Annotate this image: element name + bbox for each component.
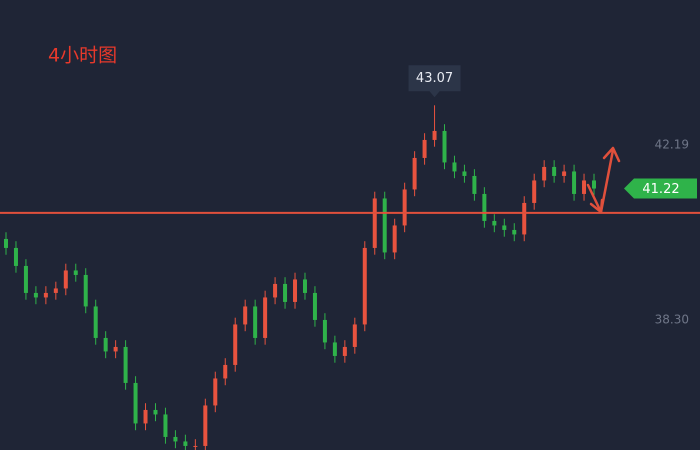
candle-body: [283, 283, 288, 302]
candle-body: [382, 198, 387, 253]
candle-body: [13, 247, 18, 266]
candle-body: [183, 441, 188, 446]
candle-body: [302, 279, 307, 293]
candle-body: [542, 166, 547, 181]
last-price-label: 41.22: [642, 182, 679, 197]
candle-body: [572, 171, 577, 194]
chart-title: 4小时图: [48, 45, 117, 67]
candle-body: [432, 130, 437, 140]
candle-body: [163, 414, 168, 437]
candle-body: [322, 319, 327, 343]
candle-body: [592, 180, 596, 189]
candle-body: [4, 238, 8, 248]
candle-body: [402, 189, 407, 226]
last-price-tag: [624, 178, 697, 199]
candle-body: [492, 220, 497, 226]
candle-body: [123, 346, 128, 383]
candle-body: [372, 198, 377, 248]
candle-body: [582, 180, 587, 194]
candle-body: [392, 225, 397, 253]
candle-body: [173, 436, 178, 442]
candle-body: [113, 346, 118, 352]
drawn-arrows: [586, 146, 621, 214]
candles: [4, 105, 596, 450]
y-tick-label: 38.30: [655, 312, 689, 326]
high-label: 43.07: [416, 71, 453, 86]
candle-body: [143, 409, 148, 424]
candle-body: [472, 175, 477, 194]
candle-body: [263, 297, 268, 338]
candle-body: [33, 292, 38, 298]
candle-body: [63, 270, 68, 289]
candle-body: [482, 193, 487, 221]
candle-body: [73, 270, 78, 275]
candle-body: [522, 202, 527, 235]
candle-body: [133, 382, 138, 424]
candle-body: [83, 274, 88, 307]
candle-body: [312, 292, 317, 320]
candle-body: [193, 445, 198, 447]
candle-body: [462, 171, 467, 176]
arrow-path: [586, 148, 615, 214]
candle-body: [502, 225, 507, 230]
candle-body: [452, 162, 457, 172]
candle-body: [442, 130, 447, 163]
candle-body: [213, 378, 218, 406]
candle-body: [43, 292, 48, 298]
candle-body: [352, 324, 357, 347]
arrow-head: [602, 146, 621, 163]
high-callout: [408, 65, 461, 98]
candle-body: [422, 139, 427, 158]
candle-body: [273, 283, 278, 298]
candle-body: [203, 405, 208, 446]
candle-body: [552, 166, 557, 176]
candle-body: [103, 337, 108, 352]
candle-body: [93, 306, 98, 338]
candle-body: [243, 306, 248, 325]
candle-body: [342, 346, 347, 356]
candle-body: [562, 171, 567, 176]
candle-body: [53, 288, 58, 293]
candle-body: [233, 324, 238, 365]
candle-body: [223, 364, 228, 379]
arrow-head: [589, 198, 604, 214]
candle-body: [293, 279, 298, 302]
candle-body: [532, 180, 537, 203]
y-tick-label: 42.19: [655, 137, 689, 151]
candle-body: [412, 157, 417, 190]
overlay: 42.19 38.30 43.07 41.22: [0, 65, 700, 326]
candle-body: [332, 342, 337, 356]
candle-body: [153, 409, 158, 415]
candle-body: [253, 306, 258, 338]
candle-body: [512, 229, 517, 235]
candle-body: [23, 265, 28, 293]
candle-body: [362, 247, 367, 325]
